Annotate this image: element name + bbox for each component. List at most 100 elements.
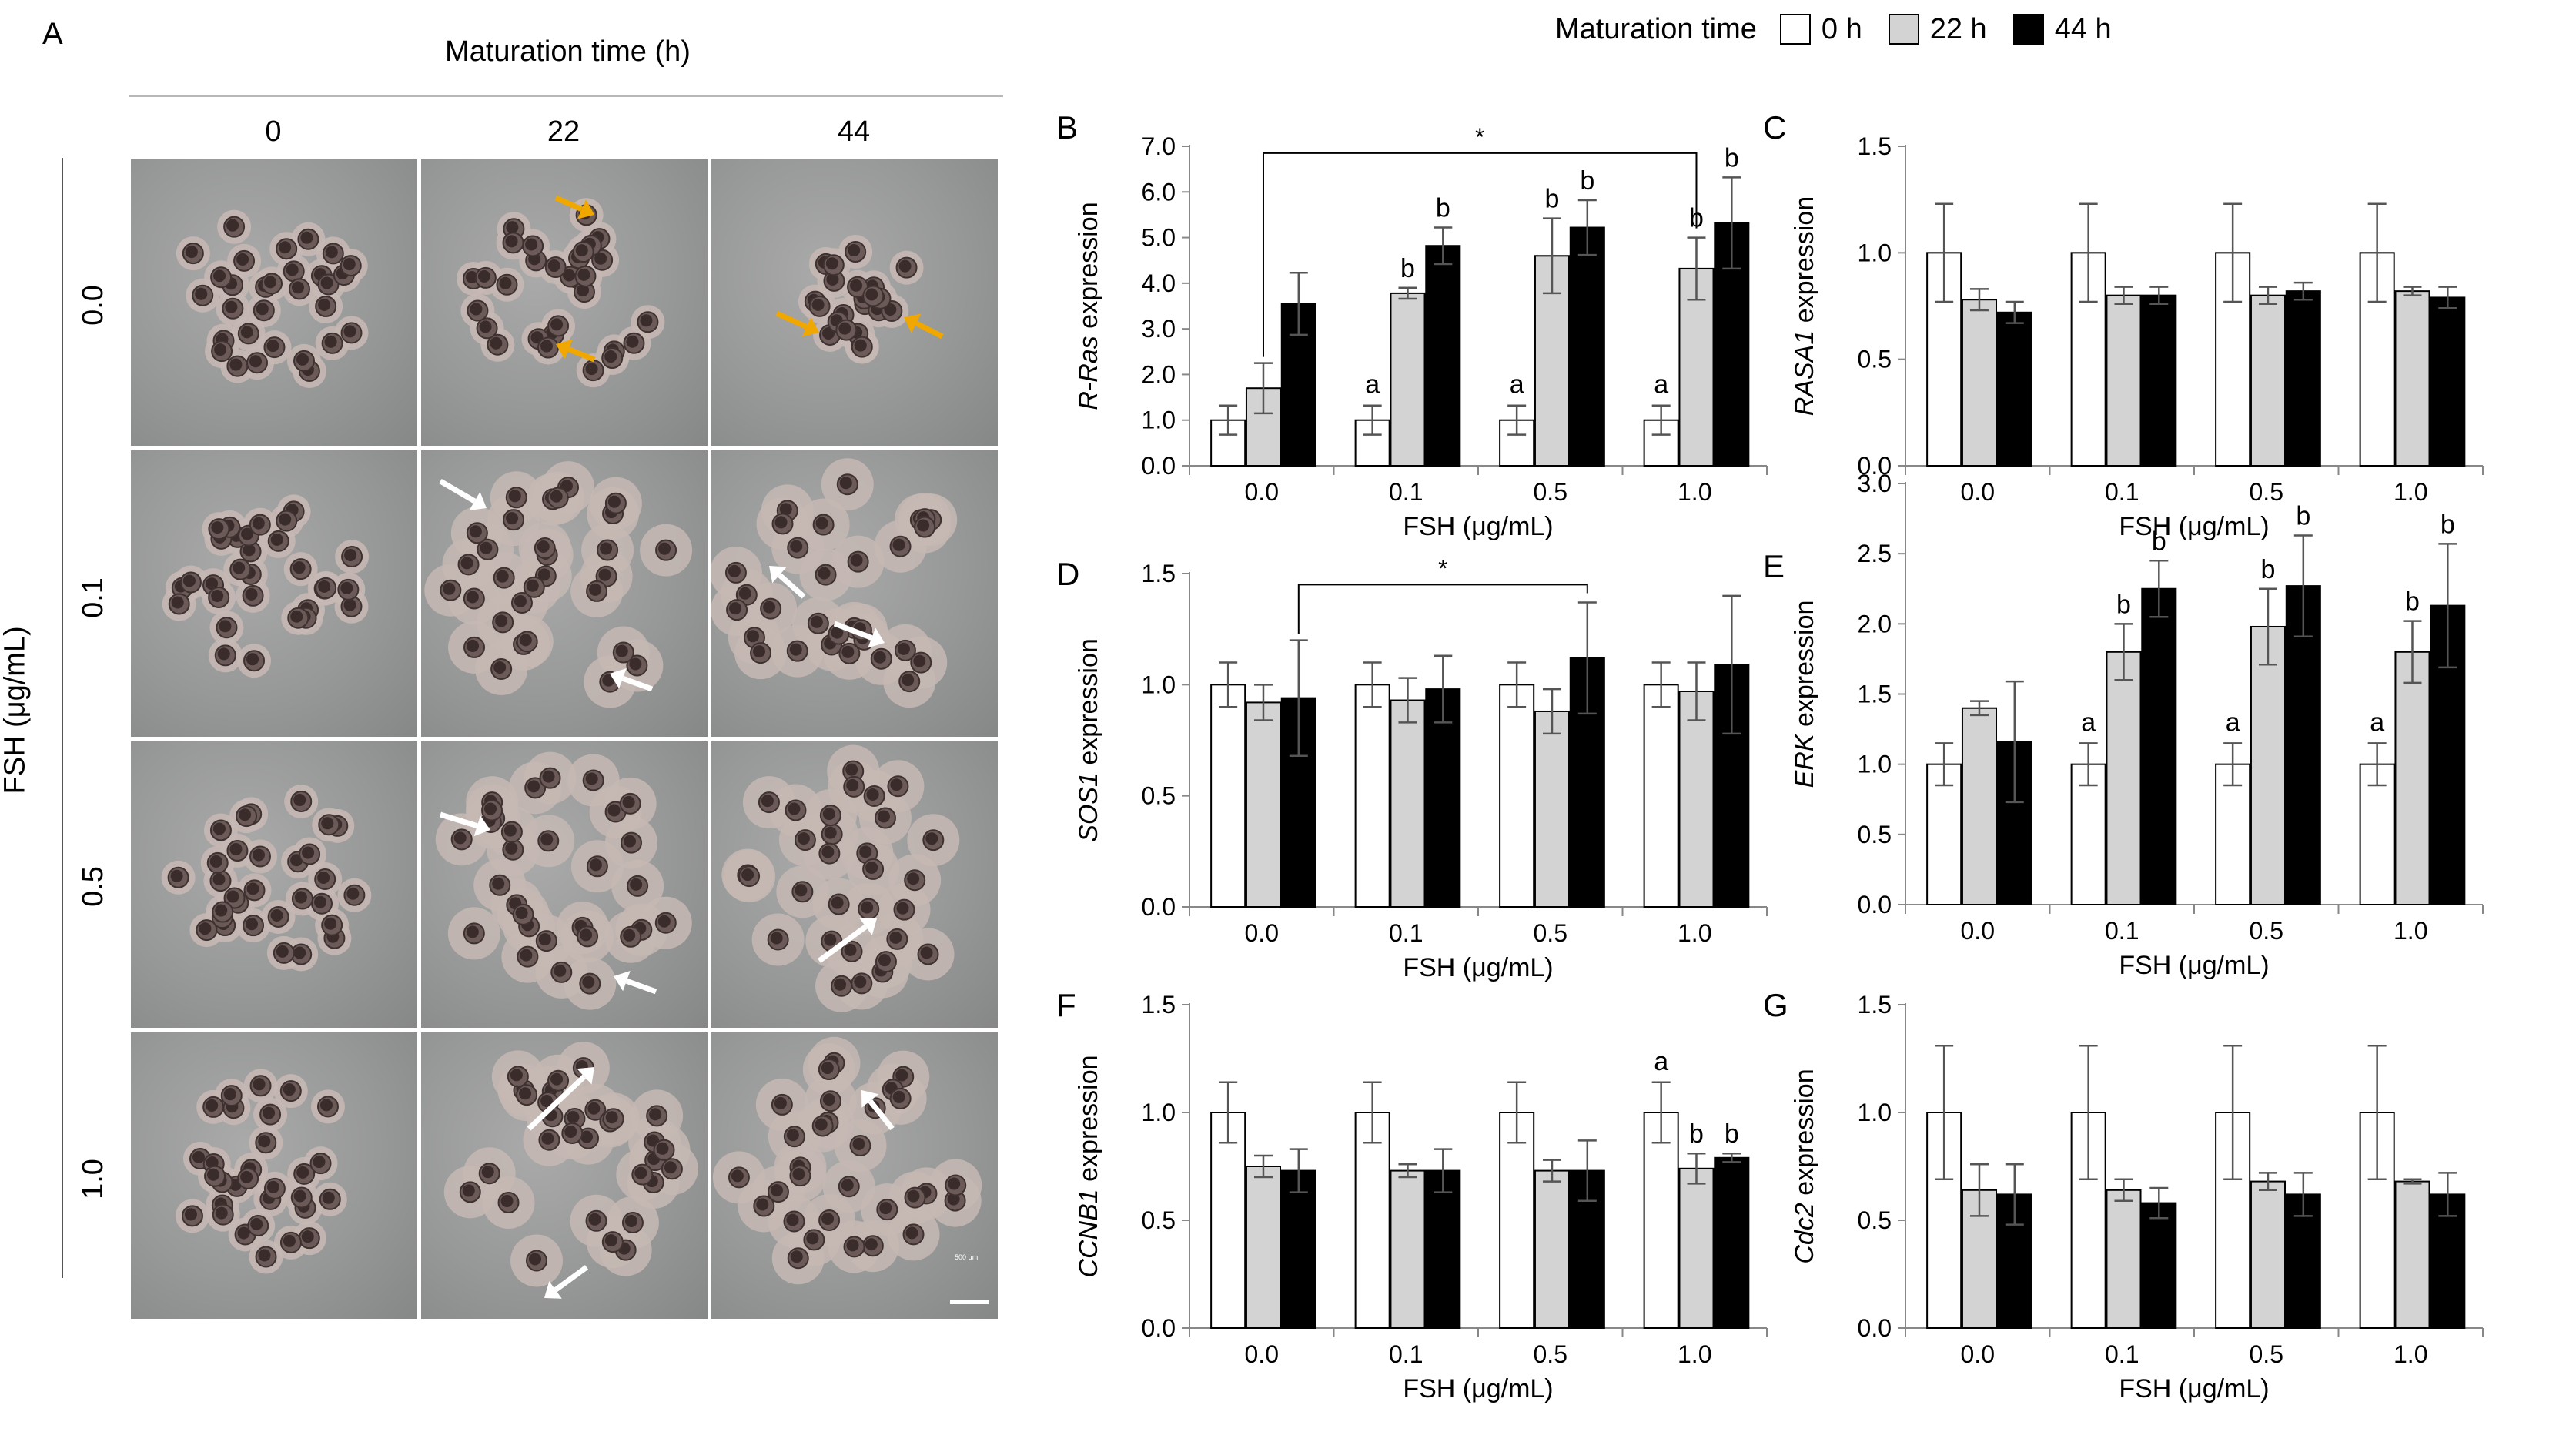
bar xyxy=(1425,688,1461,908)
significance-letter: b xyxy=(2116,590,2131,619)
y-axis-title: SOS1 expression xyxy=(1074,638,1103,842)
y-tick-label: 6.0 xyxy=(1142,178,1176,206)
significance-bracket xyxy=(1297,584,1588,634)
y-tick-label: 0.0 xyxy=(1858,1314,1892,1342)
significance-letter: b xyxy=(1545,185,1560,214)
x-tick-label: 1.0 xyxy=(1678,478,1711,506)
x-tick-label: 1.0 xyxy=(2394,1340,2427,1368)
chart-panel-d: D SOS1 expression 0.0 0.5 1.0 1.5 0.0 0.1 0.5 1.0… xyxy=(1024,539,1794,1015)
micrograph-drawing xyxy=(161,785,372,972)
row-label-0-0: 0.0 xyxy=(76,285,109,326)
y-tick-label: 1.5 xyxy=(1142,991,1176,1019)
y-tick-label: 1.0 xyxy=(1142,1099,1176,1126)
panel-label-a: A xyxy=(42,17,63,51)
bar xyxy=(1354,1112,1390,1329)
row-axis-line xyxy=(62,158,63,1278)
x-tick-label: 0.5 xyxy=(1534,478,1567,506)
y-tick-label: 0.5 xyxy=(1858,346,1892,373)
x-tick-label: 0.0 xyxy=(1961,917,1995,945)
oocyte-micrograph xyxy=(421,450,708,737)
chart-legend: Maturation time 0 h 22 h 44 h xyxy=(1555,6,2138,52)
bar xyxy=(1534,1169,1571,1329)
chart-panel-f: F CCNB1 expression 0.0 0.5 1.0 1.5 0.0 0.1 0.5 1.… xyxy=(1024,970,1794,1436)
y-tick-label: 4.0 xyxy=(1142,269,1176,297)
chart-panel-b: B R-Ras expression 0.0 1.0 2.0 3.0 4.0 5.0 6.0 7.… xyxy=(1024,92,1794,574)
bar xyxy=(1499,684,1535,908)
bar-chart-svg: C RASA1 expression 0.0 0.5 1.0 1.5 0.0 0.1 0.5 1.… xyxy=(1763,109,2484,541)
oocyte-micrograph xyxy=(421,1032,708,1319)
oocyte-micrograph xyxy=(711,1032,998,1319)
significance-letter: b xyxy=(1689,1119,1704,1149)
legend-swatch-44h xyxy=(2012,14,2044,45)
micrograph-drawing xyxy=(175,1069,347,1274)
scale-bar-label: 500 μm xyxy=(955,1253,979,1261)
legend-swatch-0h xyxy=(1779,14,1811,45)
bar xyxy=(1643,684,1679,908)
micrograph-drawing xyxy=(711,458,958,708)
x-tick-label: 0.1 xyxy=(2105,478,2139,506)
maturation-time-header: Maturation time (h) xyxy=(445,35,691,68)
bar xyxy=(2106,294,2142,467)
bar xyxy=(1534,710,1571,908)
y-tick-label: 0.0 xyxy=(1142,452,1176,480)
y-axis-title: Cdc2 expression xyxy=(1790,1069,1819,1263)
x-tick-label: 0.0 xyxy=(1961,478,1995,506)
y-tick-label: 1.5 xyxy=(1142,560,1176,587)
y-tick-label: 0.5 xyxy=(1142,1206,1176,1234)
bar xyxy=(1678,267,1715,467)
significance-letter: a xyxy=(1654,370,1668,400)
chart-panel-e: E ERK expression 0.0 0.5 1.0 1.5 2.0 2.5 3.0 0.0 0… xyxy=(1740,431,2510,1012)
oocyte-micrograph xyxy=(421,741,708,1028)
panel-label: F xyxy=(1056,987,1076,1023)
bar xyxy=(2106,651,2142,905)
bar xyxy=(1425,1169,1461,1329)
y-tick-label: 0.5 xyxy=(1142,782,1176,810)
bar xyxy=(2285,585,2321,905)
x-tick-label: 0.5 xyxy=(1534,919,1567,947)
bar xyxy=(1678,1167,1715,1329)
x-tick-label: 0.5 xyxy=(2250,1340,2283,1368)
y-tick-label: 0.5 xyxy=(1858,821,1892,848)
x-tick-label: 1.0 xyxy=(1678,1340,1711,1368)
micrograph-drawing xyxy=(443,1042,698,1287)
bar xyxy=(1678,690,1715,908)
x-axis-title: FSH (μg/mL) xyxy=(2119,1374,2269,1404)
legend-label-22h: 22 h xyxy=(1929,12,1987,45)
y-axis-title: R-Ras expression xyxy=(1074,202,1103,410)
panel-label: E xyxy=(1763,548,1785,584)
header-divider xyxy=(129,95,1003,97)
bar xyxy=(2394,1180,2430,1329)
x-axis-title: FSH (μg/mL) xyxy=(1403,1374,1553,1404)
significance-letter: b xyxy=(2405,587,2420,617)
bar xyxy=(2106,1189,2142,1329)
bar xyxy=(1280,1169,1316,1329)
bar xyxy=(1390,699,1426,908)
legend-label-44h: 44 h xyxy=(2054,12,2112,45)
y-tick-label: 0.0 xyxy=(1142,1314,1176,1342)
significance-letter: b xyxy=(1725,1119,1739,1149)
fsh-row-axis-title: FSH (μg/mL) xyxy=(0,626,32,795)
y-tick-label: 2.0 xyxy=(1142,360,1176,388)
chart-panel-c: C RASA1 expression 0.0 0.5 1.0 1.5 0.0 0.1 0.5 1.… xyxy=(1740,92,2510,574)
bar xyxy=(2250,1180,2287,1329)
y-tick-label: 1.0 xyxy=(1858,751,1892,778)
significance-star: * xyxy=(1438,554,1447,582)
micrograph-drawing xyxy=(721,744,960,1012)
chart-panel-g: G Cdc2 expression 0.0 0.5 1.0 1.5 0.0 0.1 0.5 1.0… xyxy=(1740,970,2510,1436)
y-axis-title: CCNB1 expression xyxy=(1074,1055,1103,1277)
significance-letter: b xyxy=(1436,194,1450,223)
panel-label: G xyxy=(1763,987,1788,1023)
oocyte-micrograph xyxy=(131,159,417,446)
bar xyxy=(1961,707,1998,905)
bar-chart-svg: B R-Ras expression 0.0 1.0 2.0 3.0 4.0 5.0 6.0 7.… xyxy=(1056,109,1768,541)
x-axis-title: FSH (μg/mL) xyxy=(1403,953,1553,982)
column-header-44: 44 xyxy=(837,115,871,148)
oocyte-micrograph xyxy=(131,450,417,737)
significance-letter: b xyxy=(1725,143,1739,172)
y-tick-label: 0.5 xyxy=(1858,1206,1892,1234)
significance-letter: b xyxy=(2441,510,2455,539)
x-tick-label: 0.1 xyxy=(2105,917,2139,945)
y-tick-label: 1.0 xyxy=(1142,671,1176,698)
oocyte-micrograph xyxy=(131,741,417,1028)
